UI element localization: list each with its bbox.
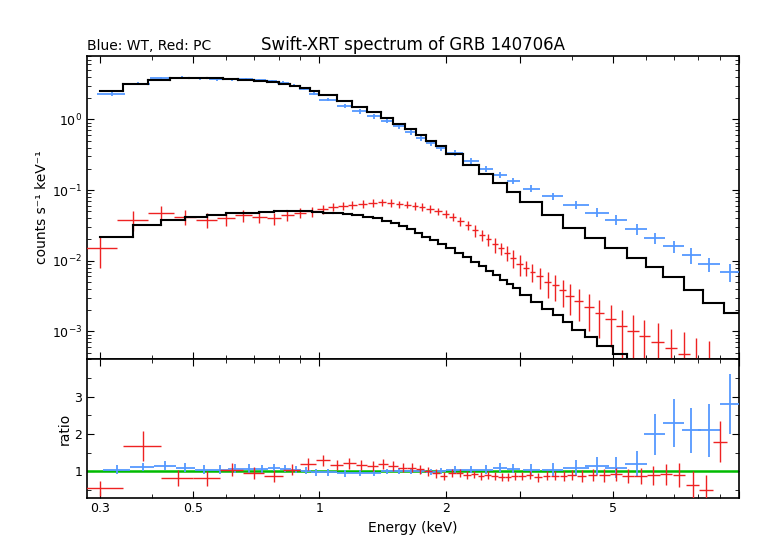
Title: Swift-XRT spectrum of GRB 140706A: Swift-XRT spectrum of GRB 140706A [261,36,565,54]
Text: Blue: WT, Red: PC: Blue: WT, Red: PC [87,39,211,53]
Y-axis label: counts s⁻¹ keV⁻¹: counts s⁻¹ keV⁻¹ [36,151,49,265]
X-axis label: Energy (keV): Energy (keV) [368,521,458,535]
Y-axis label: ratio: ratio [58,413,72,445]
